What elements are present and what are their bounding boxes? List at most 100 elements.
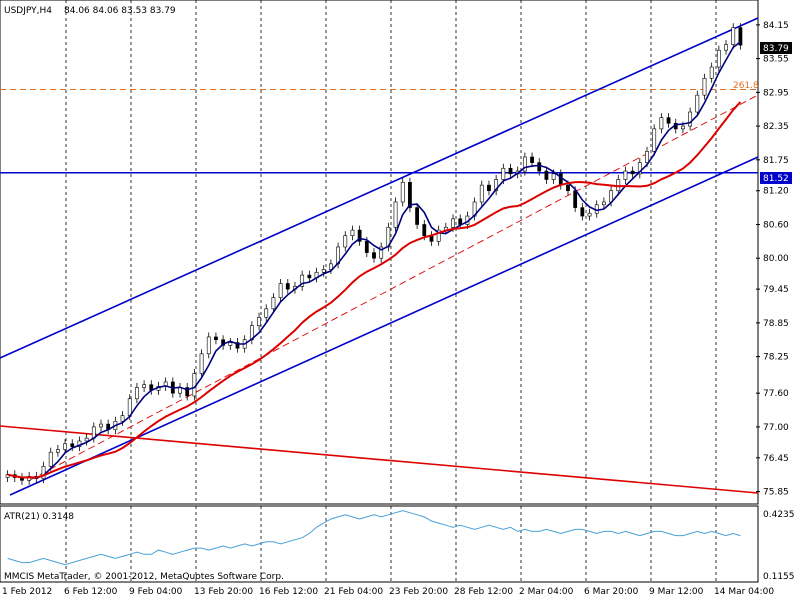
candle-body bbox=[436, 229, 441, 242]
atr-tick-top: 0.4235 bbox=[763, 510, 795, 520]
candle-body bbox=[372, 252, 376, 259]
candle-body bbox=[214, 336, 218, 341]
candle-body bbox=[264, 308, 269, 318]
fib-level-label: 261.8 bbox=[733, 81, 759, 91]
candle-body bbox=[580, 207, 585, 217]
candle-body bbox=[731, 27, 736, 45]
candle-body bbox=[185, 387, 190, 397]
y-tick-label: 83.55 bbox=[763, 55, 789, 65]
level-price-label: 81.52 bbox=[763, 174, 789, 184]
y-tick-label: 77.00 bbox=[763, 423, 789, 433]
ma-fast-line bbox=[7, 41, 741, 480]
x-tick-label: 9 Mar 12:00 bbox=[649, 587, 704, 597]
candle-body bbox=[285, 283, 290, 290]
candle-body bbox=[364, 241, 369, 253]
x-tick-label: 14 Mar 04:00 bbox=[714, 587, 774, 597]
x-tick-label: 9 Feb 04:00 bbox=[129, 587, 183, 597]
candle-body bbox=[716, 49, 721, 68]
candle-body bbox=[199, 353, 204, 374]
candle-body bbox=[688, 111, 693, 127]
candle-body bbox=[702, 77, 707, 96]
y-tick-label: 80.00 bbox=[763, 254, 789, 264]
candles bbox=[5, 23, 743, 485]
candle-body bbox=[530, 156, 534, 163]
candle-body bbox=[48, 451, 53, 467]
candle-body bbox=[99, 423, 103, 428]
candle-body bbox=[307, 274, 312, 279]
candle-body bbox=[379, 246, 384, 259]
candle-body bbox=[544, 170, 549, 180]
candle-body bbox=[738, 27, 743, 46]
x-tick-label: 6 Mar 20:00 bbox=[584, 587, 639, 597]
candle-body bbox=[645, 151, 649, 163]
candle-body bbox=[537, 162, 542, 172]
y-tick-label: 82.95 bbox=[763, 88, 789, 98]
channel-upper-line bbox=[0, 17, 759, 359]
candle-body bbox=[666, 117, 671, 124]
candle-body bbox=[278, 283, 283, 298]
y-tick-label: 80.60 bbox=[763, 220, 789, 230]
candle-body bbox=[458, 218, 463, 225]
candle-body bbox=[206, 336, 211, 355]
candle-body bbox=[501, 167, 506, 180]
y-tick-label: 75.85 bbox=[763, 488, 789, 498]
candle-body bbox=[709, 66, 714, 79]
candle-body bbox=[321, 269, 326, 273]
candle-body bbox=[63, 443, 67, 450]
y-tick-label: 79.45 bbox=[763, 285, 789, 295]
candle-body bbox=[127, 398, 132, 416]
atr-tick-bottom: 0.1155 bbox=[763, 572, 795, 582]
candle-body bbox=[357, 229, 362, 242]
down-trend-line bbox=[0, 425, 759, 494]
candle-body bbox=[135, 387, 139, 400]
atr-line bbox=[7, 510, 741, 566]
time-axis: 1 Feb 2012 6 Feb 12:00 9 Feb 04:00 13 Feb 2… bbox=[2, 587, 774, 597]
candle-body bbox=[566, 184, 570, 192]
y-tick-label: 81.20 bbox=[763, 187, 789, 197]
ohlc-values: 84.06 84.06 83.53 83.79 bbox=[64, 6, 176, 16]
candle-body bbox=[235, 342, 240, 349]
vertical-grid bbox=[65, 0, 717, 582]
candle-body bbox=[479, 184, 484, 203]
y-tick-label: 78.85 bbox=[763, 319, 789, 329]
candle-body bbox=[522, 156, 527, 172]
y-tick-label: 82.35 bbox=[763, 122, 789, 132]
candle-body bbox=[508, 167, 513, 175]
candle-body bbox=[5, 474, 10, 478]
candle-body bbox=[120, 415, 125, 422]
candle-body bbox=[55, 449, 60, 453]
candle-body bbox=[328, 263, 333, 270]
candle-body bbox=[350, 229, 355, 237]
y-tick-label: 81.75 bbox=[763, 156, 789, 166]
candle-body bbox=[637, 162, 642, 175]
candle-body bbox=[142, 384, 146, 388]
channel-mid-line bbox=[29, 94, 759, 481]
x-tick-label: 1 Feb 2012 bbox=[2, 587, 52, 597]
x-tick-label: 13 Feb 20:00 bbox=[194, 587, 253, 597]
price-axis: 84.15 83.55 82.95 82.35 81.75 81.20 80.60 80.00… bbox=[756, 21, 789, 498]
candle-body bbox=[630, 170, 635, 175]
ma-slow-line bbox=[7, 101, 742, 479]
candle-body bbox=[681, 125, 685, 130]
atr-label: ATR(21) 0.3148 bbox=[4, 512, 74, 522]
x-tick-label: 28 Feb 12:00 bbox=[454, 587, 513, 597]
x-tick-label: 23 Feb 20:00 bbox=[389, 587, 448, 597]
candle-body bbox=[70, 443, 75, 447]
candle-body bbox=[422, 224, 427, 237]
candle-body bbox=[393, 201, 398, 228]
atr-indicator bbox=[7, 510, 741, 566]
candle-body bbox=[652, 128, 657, 152]
candle-body bbox=[41, 465, 46, 479]
current-price-tag bbox=[760, 42, 792, 54]
moving-averages bbox=[7, 41, 742, 480]
candle-body bbox=[551, 173, 556, 180]
candle-body bbox=[228, 342, 233, 346]
candle-body bbox=[415, 207, 420, 225]
x-tick-label: 16 Feb 12:00 bbox=[259, 587, 318, 597]
candle-body bbox=[343, 235, 348, 248]
candle-body bbox=[271, 297, 276, 310]
watermark: MMCIS MetaTrader, © 2001-2012, MetaQuote… bbox=[4, 572, 284, 582]
candle-body bbox=[400, 182, 405, 203]
